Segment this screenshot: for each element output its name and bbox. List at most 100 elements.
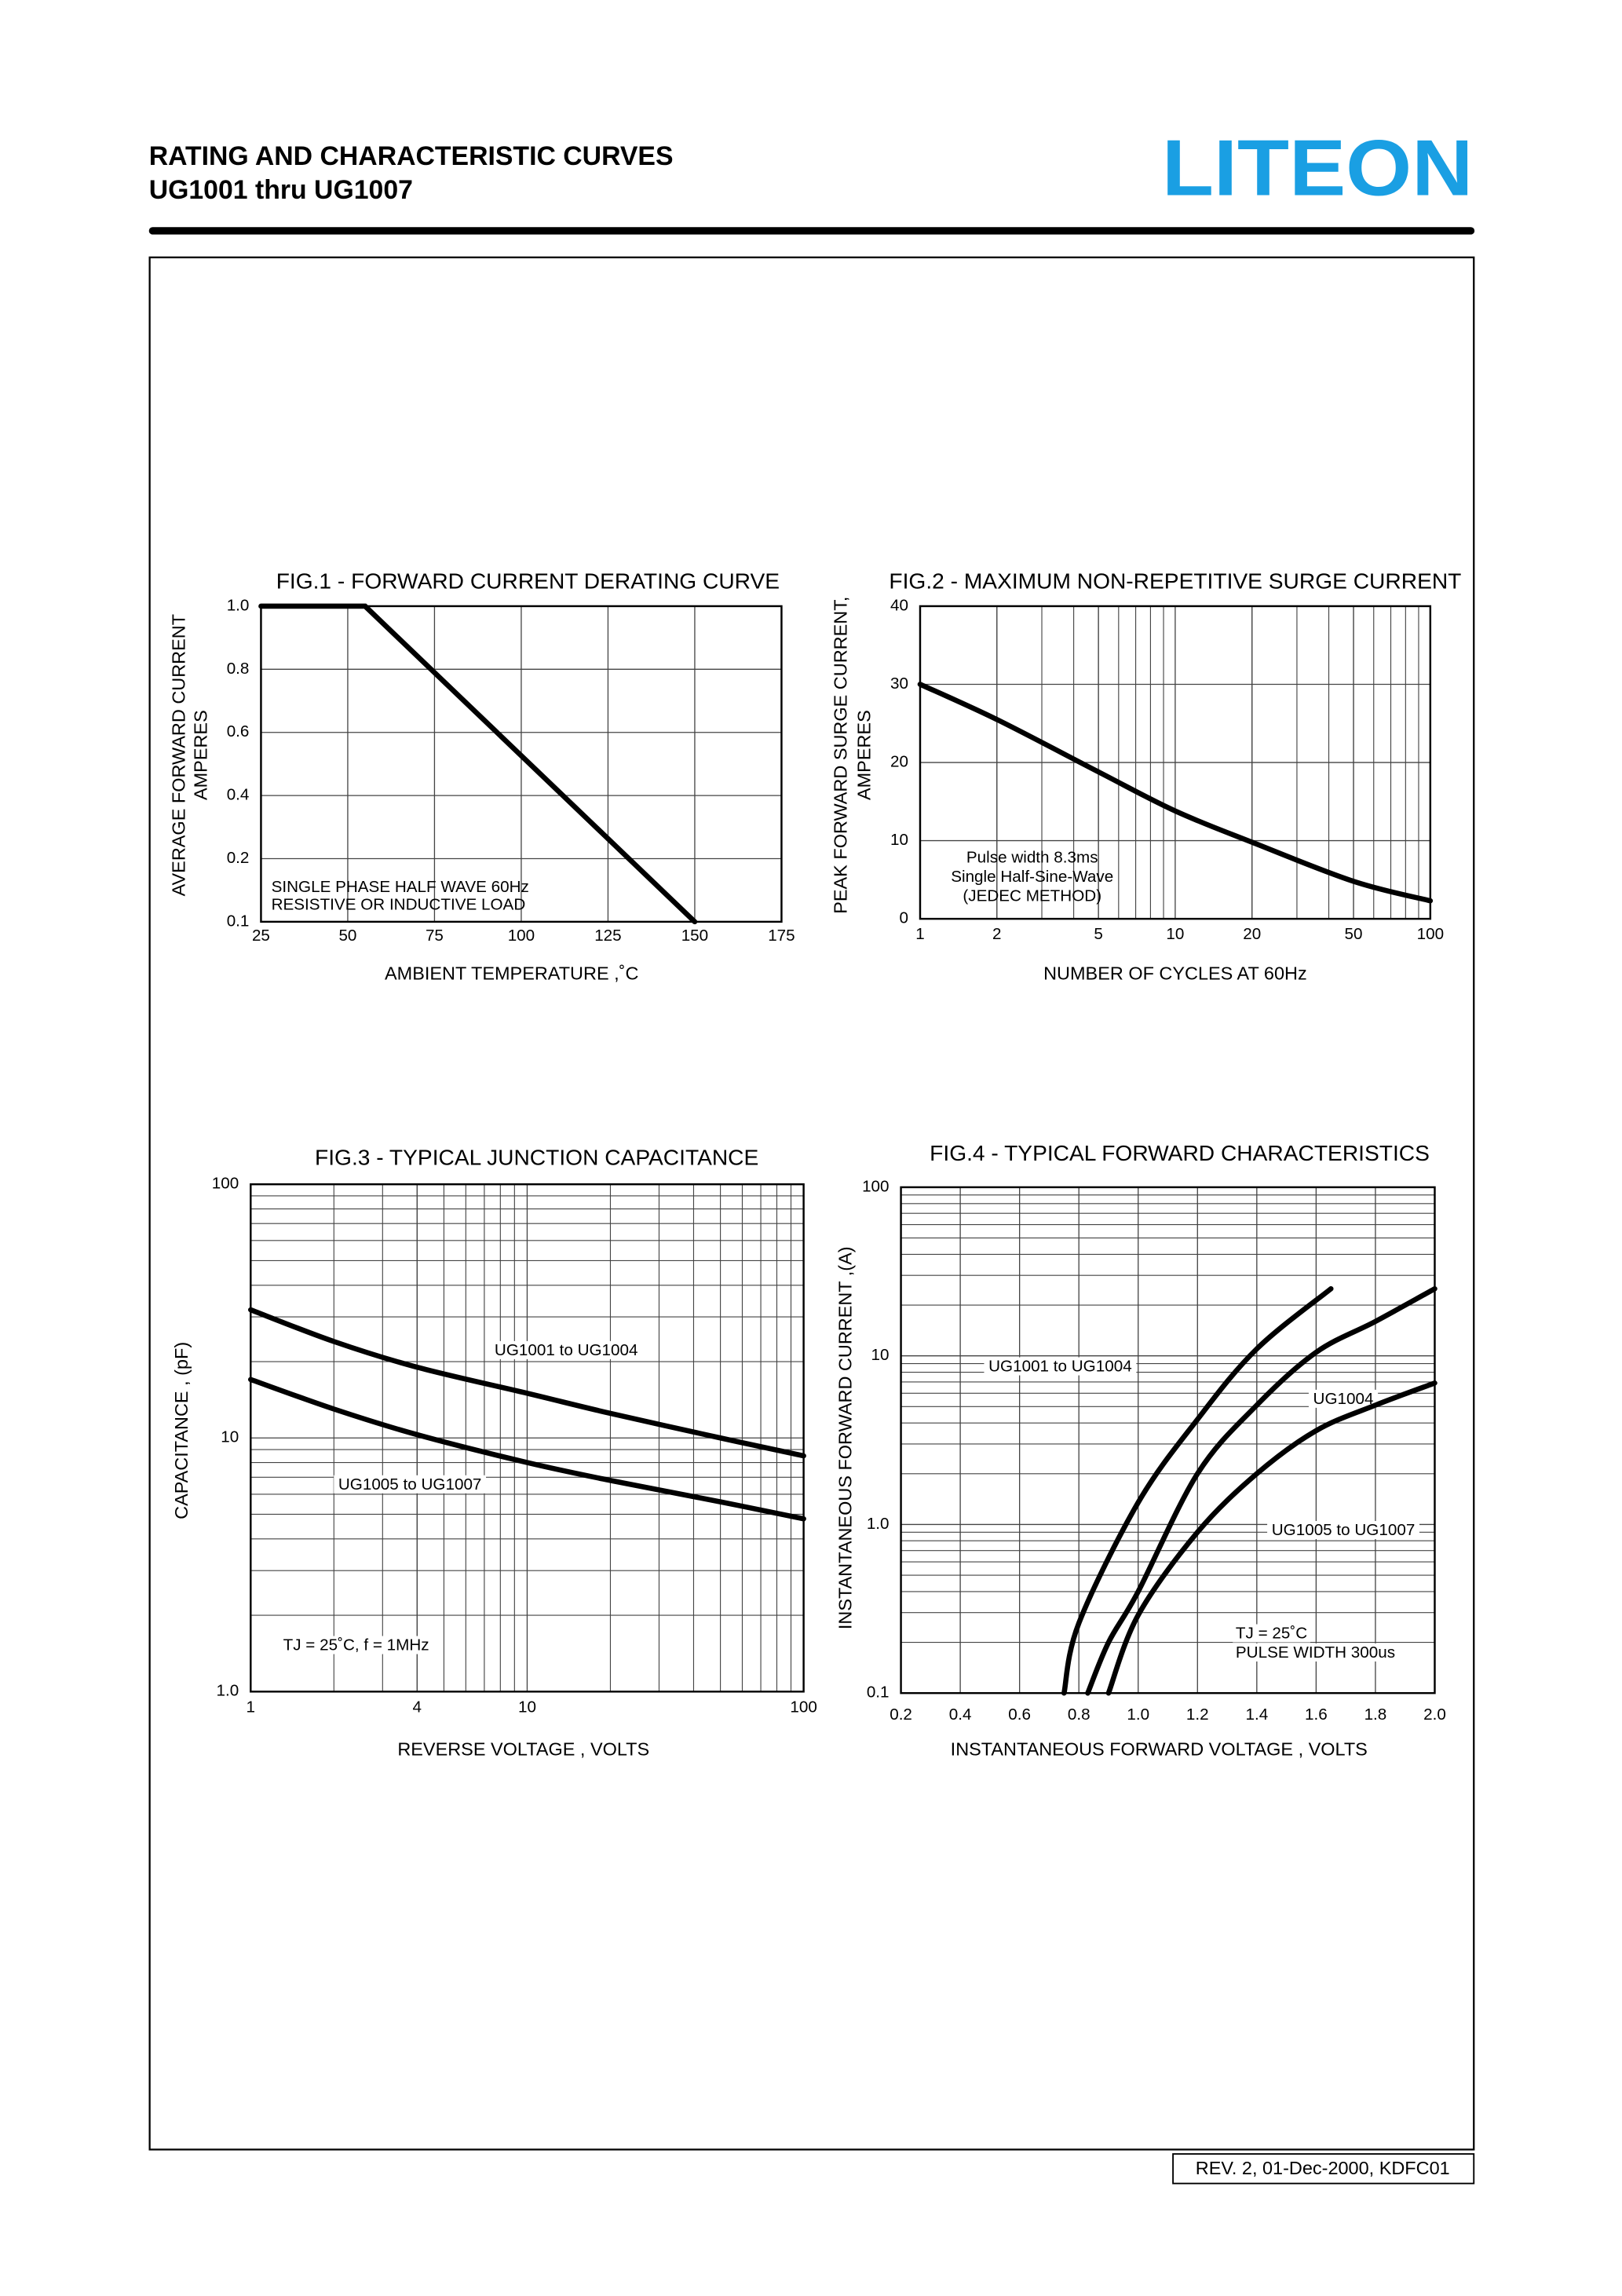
curve (258, 603, 698, 925)
page-title: RATING AND CHARACTERISTIC CURVES (149, 141, 674, 171)
x-tick-label: 100 (1417, 925, 1444, 943)
annotation: TJ = 25˚C, f = 1MHz (283, 1636, 429, 1654)
x-tick-label: 1.0 (1127, 1706, 1149, 1724)
y-tick-label: 30 (890, 675, 908, 693)
chart-title: FIG.4 - TYPICAL FORWARD CHARACTERISTICS (930, 1140, 1430, 1165)
chart: 1 2 5 10 20 50 100 0 10 20 30 40 FIG.2 - MAXIMUM NON… (831, 568, 1462, 983)
x-axis-label: INSTANTANEOUS FORWARD VOLTAGE , VOLTS (951, 1739, 1368, 1760)
chart: 1 4 10 100 1.0 10 100 FIG.3 - TYPICAL JUNCTION … (171, 1145, 817, 1760)
y-tick-label: 0.6 (227, 722, 250, 740)
y-tick-label: 100 (212, 1175, 239, 1193)
curve (248, 1307, 806, 1459)
x-axis-label: REVERSE VOLTAGE , VOLTS (397, 1739, 649, 1760)
x-tick-label: 1.2 (1186, 1706, 1209, 1724)
header-rule (148, 227, 1475, 235)
x-tick-label: 50 (1345, 925, 1363, 943)
logo: LITEON (1162, 123, 1473, 212)
label-bg (490, 1340, 643, 1359)
series-label: UG1004 (1313, 1390, 1374, 1408)
x-tick-label: 1 (247, 1698, 256, 1716)
y-tick-label: 10 (871, 1346, 890, 1364)
x-tick-label: 175 (768, 927, 795, 945)
plot-frame (260, 605, 783, 923)
y-tick-label: 20 (890, 752, 908, 770)
chart-title: FIG.2 - MAXIMUM NON-REPETITIVE SURGE CUR… (889, 568, 1461, 593)
y-tick-label: 40 (890, 596, 908, 614)
x-tick-label: 1.4 (1245, 1706, 1268, 1724)
y-axis-label: INSTANTANEOUS FORWARD CURRENT ,(A) (835, 1246, 855, 1629)
annotation: SINGLE PHASE HALF WAVE 60Hz (272, 878, 529, 896)
annotation: PULSE WIDTH 300us (1236, 1643, 1395, 1662)
series-label: UG1005 to UG1007 (338, 1475, 482, 1493)
x-tick-label: 25 (252, 927, 270, 945)
x-tick-label: 1.6 (1305, 1706, 1328, 1724)
curve (248, 1377, 806, 1522)
y-axis-label: AVERAGE FORWARD CURRENT (168, 614, 188, 896)
label-bg (279, 1636, 433, 1654)
x-tick-label: 2 (992, 925, 1002, 943)
label-bg (1308, 1389, 1379, 1408)
x-tick-label: 0.8 (1068, 1706, 1090, 1724)
page-subtitle: UG1001 thru UG1007 (149, 175, 413, 205)
x-tick-label: 5 (1094, 925, 1103, 943)
page-frame (148, 256, 1475, 2151)
x-axis-label: NUMBER OF CYCLES AT 60Hz (1043, 963, 1307, 984)
x-tick-label: 0.4 (949, 1706, 972, 1724)
footer: REV. 2, 01-Dec-2000, KDFC01 (1196, 2158, 1450, 2178)
curve (1085, 1285, 1438, 1696)
y-axis-label: AMPERES (191, 710, 211, 800)
chart-title: FIG.3 - TYPICAL JUNCTION CAPACITANCE (315, 1145, 758, 1170)
x-tick-label: 20 (1243, 925, 1261, 943)
x-tick-label: 2.0 (1423, 1706, 1446, 1724)
x-tick-label: 10 (518, 1698, 536, 1716)
x-tick-label: 125 (594, 927, 621, 945)
curve (1061, 1285, 1334, 1696)
x-tick-label: 1.8 (1364, 1706, 1387, 1724)
series-label: UG1005 to UG1007 (1272, 1521, 1416, 1539)
y-tick-label: 0.2 (227, 849, 250, 867)
label-bg (1233, 1624, 1311, 1643)
y-tick-label: 1.0 (867, 1515, 890, 1533)
curve (917, 682, 1434, 904)
x-tick-label: 10 (1166, 925, 1184, 943)
x-tick-label: 100 (508, 927, 535, 945)
label-bg (984, 1357, 1137, 1376)
y-tick-label: 0.4 (227, 786, 250, 804)
y-tick-label: 0.1 (867, 1684, 890, 1702)
chart: 25 50 75 100 125 150 175 0.1 0.2 0.4 0.6 0.8 1.0 FIG.… (168, 568, 795, 983)
label-bg (1233, 1643, 1398, 1662)
x-tick-label: 50 (338, 927, 356, 945)
annotation: RESISTIVE OR INDUCTIVE LOAD (272, 896, 526, 914)
plot-frame (900, 1186, 1436, 1695)
y-tick-label: 0.1 (227, 912, 250, 930)
plot-frame (919, 605, 1432, 920)
y-tick-label: 0 (899, 909, 908, 927)
label-bg (1267, 1521, 1419, 1540)
series-label: UG1001 to UG1004 (988, 1358, 1132, 1376)
curve (1105, 1380, 1438, 1696)
x-tick-label: 75 (426, 927, 444, 945)
annotation: Single Half-Sine-Wave (951, 868, 1113, 886)
plot-frame (250, 1183, 805, 1693)
x-tick-label: 1 (915, 925, 925, 943)
annotation: (JEDEC METHOD) (963, 887, 1101, 905)
y-tick-label: 10 (221, 1428, 239, 1446)
annotation: TJ = 25˚C (1236, 1625, 1307, 1643)
x-tick-label: 150 (681, 927, 708, 945)
x-tick-label: 4 (413, 1698, 422, 1716)
x-tick-label: 100 (790, 1698, 816, 1716)
series-label: UG1001 to UG1004 (495, 1341, 638, 1359)
y-axis-label: AMPERES (854, 710, 875, 800)
x-tick-label: 0.6 (1008, 1706, 1031, 1724)
annotation: Pulse width 8.3ms (966, 849, 1098, 867)
chart-title: FIG.1 - FORWARD CURRENT DERATING CURVE (276, 568, 780, 593)
label-bg (334, 1475, 487, 1493)
y-tick-label: 1.0 (227, 596, 250, 614)
y-tick-label: 100 (862, 1177, 889, 1195)
x-axis-label: AMBIENT TEMPERATURE ,˚C (385, 963, 638, 984)
footer-box (1172, 2153, 1475, 2184)
y-tick-label: 1.0 (217, 1682, 239, 1700)
y-tick-label: 10 (890, 831, 908, 849)
y-tick-label: 0.8 (227, 660, 250, 678)
